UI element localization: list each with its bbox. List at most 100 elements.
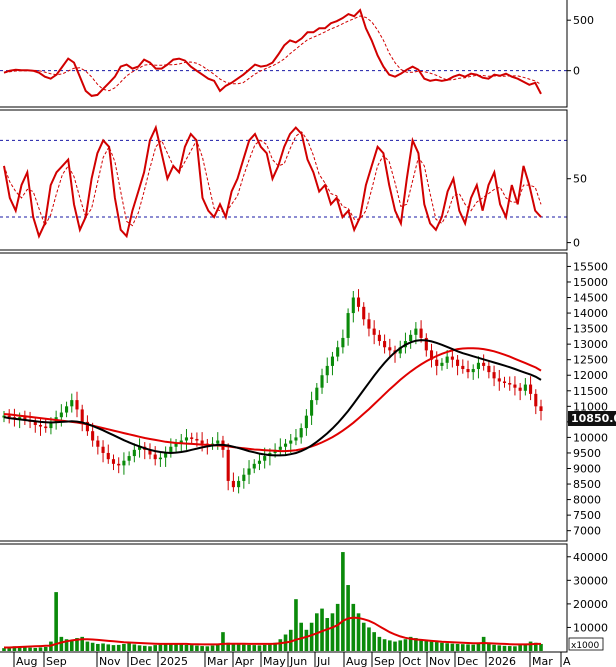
- volume-bar: [299, 622, 303, 651]
- volume-bar: [80, 636, 85, 651]
- candle-body: [153, 454, 157, 460]
- volume-bar: [231, 643, 236, 651]
- volume-tick-label: 40000: [573, 551, 608, 564]
- volume-bar: [471, 644, 476, 651]
- candle-body: [539, 406, 543, 411]
- candle-body: [513, 384, 517, 388]
- price-panel: [0, 252, 568, 542]
- last-price-marker: 10850.0: [568, 411, 616, 426]
- candle-body: [252, 463, 256, 469]
- candle-body: [111, 459, 116, 464]
- candle-body: [310, 400, 314, 416]
- volume-multiplier-label: x1000: [571, 641, 600, 651]
- volume-bar: [158, 644, 163, 651]
- candle-body: [59, 412, 63, 418]
- volume-bar: [372, 632, 376, 651]
- volume-bar: [497, 645, 502, 651]
- volume-bar: [440, 642, 444, 651]
- volume-bar: [382, 639, 387, 651]
- candle-body: [445, 356, 449, 363]
- price-tick-label: 10000: [573, 431, 608, 444]
- volume-tick-label: 10000: [573, 621, 608, 634]
- candle-body: [456, 359, 460, 366]
- price-tick-label: 7500: [573, 509, 601, 522]
- volume-bar: [309, 622, 314, 651]
- volume-bar: [288, 629, 293, 651]
- volume-bar: [90, 642, 95, 651]
- candle-body: [132, 449, 136, 457]
- volume-bar: [315, 613, 319, 651]
- candle-body: [247, 468, 251, 475]
- candle-body: [101, 446, 105, 453]
- candle-body: [7, 415, 11, 418]
- candle-body: [299, 428, 303, 438]
- candle-body: [341, 337, 345, 348]
- month-label: Jun: [289, 655, 307, 667]
- volume-bar: [533, 642, 538, 651]
- volume-bar: [195, 645, 199, 651]
- candle-body: [85, 421, 89, 432]
- candle-body: [388, 347, 392, 351]
- volume-moving-average-line: [4, 616, 541, 649]
- price-tick-label: 8500: [573, 478, 601, 491]
- oscillator-top-tick-label: 0: [573, 65, 580, 78]
- volume-bar: [59, 636, 64, 651]
- oscillator-middle-signal-line: [3, 131, 542, 227]
- volume-bar: [387, 640, 392, 651]
- candle-body: [75, 400, 79, 410]
- candle-body: [367, 319, 371, 329]
- volume-bar: [528, 641, 533, 651]
- moving-average-black-line: [3, 339, 542, 457]
- volume-bar: [12, 646, 17, 651]
- candle-body: [476, 362, 480, 370]
- volume-bar: [226, 642, 230, 651]
- volume-bar: [236, 644, 241, 651]
- volume-bar: [268, 643, 272, 651]
- candle-body: [65, 406, 69, 413]
- month-axis: Aug Sep Nov Dec 2025 Mar Apr May Jun Jul Aug Sep Oct…: [0, 651, 571, 667]
- volume-bar: [163, 643, 168, 651]
- month-label: 2026: [488, 655, 516, 667]
- volume-bar: [137, 645, 142, 651]
- volume-bar: [513, 646, 517, 651]
- volume-bar: [43, 646, 48, 651]
- volume-panel: [0, 543, 568, 653]
- volume-bar: [116, 644, 121, 651]
- candle-body: [330, 356, 335, 366]
- volume-bar: [445, 643, 449, 651]
- candle-body: [424, 337, 428, 351]
- volume-bar: [320, 608, 324, 651]
- candle-body: [257, 460, 262, 464]
- oscillator-top-line: [3, 8, 542, 97]
- oscillator-middle-tick-label: 50: [573, 173, 587, 186]
- volume-bar: [106, 644, 111, 651]
- volume-bar: [257, 645, 262, 651]
- candle-body: [283, 443, 288, 447]
- month-label: Aug: [346, 655, 367, 667]
- candle-body: [529, 384, 533, 394]
- last-price-label: 10850.0: [571, 412, 616, 425]
- candle-body: [179, 440, 183, 444]
- volume-bar: [23, 647, 27, 651]
- candle-body: [502, 381, 507, 384]
- volume-bar: [96, 643, 100, 651]
- volume-bar: [325, 618, 330, 651]
- candle-body: [242, 474, 246, 481]
- volume-bar: [189, 645, 194, 651]
- candle-body: [346, 313, 350, 338]
- month-label: Sep: [46, 655, 67, 667]
- candle-body: [523, 384, 527, 391]
- candle-body: [80, 409, 84, 422]
- volume-bar: [85, 641, 90, 651]
- volume-bar: [367, 627, 371, 651]
- volume-bar: [174, 643, 178, 651]
- candle-body: [44, 426, 48, 429]
- moving-average-red-line: [3, 347, 542, 453]
- candle-body: [304, 415, 308, 429]
- volume-bar: [2, 648, 6, 651]
- candle-body: [429, 350, 434, 360]
- candle-body: [49, 421, 53, 429]
- volume-bar: [450, 643, 455, 651]
- candle-body: [127, 456, 131, 461]
- volume-frame: [0, 543, 568, 653]
